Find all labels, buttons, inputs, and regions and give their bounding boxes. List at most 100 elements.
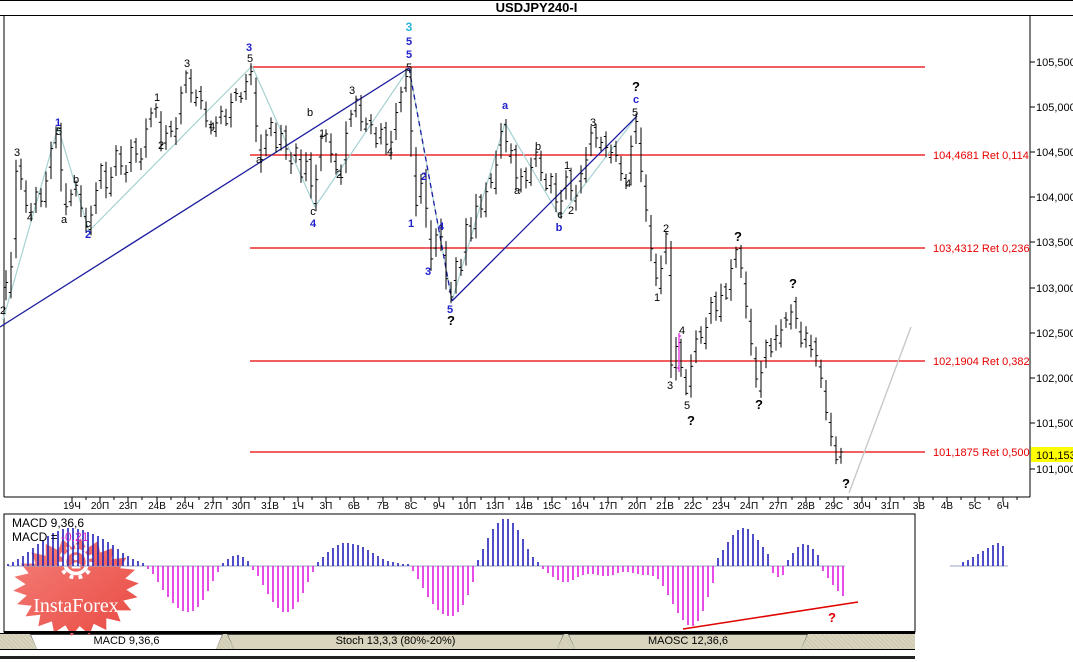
window-bottom-border bbox=[0, 656, 915, 659]
instaforex-logo: InstaForex bbox=[8, 535, 144, 639]
svg-text:b: b bbox=[556, 222, 563, 234]
svg-text:6Ч: 6Ч bbox=[997, 501, 1009, 512]
svg-text:4: 4 bbox=[438, 221, 445, 233]
svg-text:23Ч: 23Ч bbox=[712, 501, 730, 512]
svg-text:3: 3 bbox=[667, 380, 673, 392]
svg-text:2: 2 bbox=[85, 229, 91, 241]
svg-text:4: 4 bbox=[27, 212, 33, 224]
svg-text:2: 2 bbox=[568, 205, 574, 217]
macd-value: -0,21 bbox=[61, 530, 89, 544]
svg-text:5: 5 bbox=[247, 53, 253, 65]
svg-text:4: 4 bbox=[387, 146, 393, 158]
svg-text:a: a bbox=[61, 214, 68, 226]
svg-text:2: 2 bbox=[663, 223, 669, 235]
svg-text:2: 2 bbox=[0, 305, 6, 317]
svg-text:6В: 6В bbox=[348, 501, 361, 512]
svg-text:3: 3 bbox=[184, 58, 190, 70]
svg-text:?: ? bbox=[687, 413, 695, 428]
trendlines[interactable] bbox=[0, 65, 912, 494]
svg-text:1: 1 bbox=[55, 117, 61, 129]
svg-text:4В: 4В bbox=[941, 501, 954, 512]
tab-stochastic-bg bbox=[228, 635, 563, 649]
tab-stochastic-label: Stoch 13,3,3 (80%-20%) bbox=[335, 635, 456, 647]
svg-text:27П: 27П bbox=[204, 501, 222, 512]
time-axis[interactable]: 19Ч 20П 23П 24В 26Ч 27П 30П 31В 1Ч 3П 6В 7В 8С 9Ч 10П 1… bbox=[63, 497, 1018, 513]
window-top-border bbox=[0, 0, 1073, 1]
indicator-tab-strip: MACD 9,36,6 Stoch 13,3,3 (80%-20%) MAOSC… bbox=[0, 633, 915, 650]
tab-macd-bg bbox=[31, 635, 222, 649]
svg-text:1: 1 bbox=[154, 92, 160, 104]
svg-text:1: 1 bbox=[408, 218, 414, 230]
svg-text:3П: 3П bbox=[320, 501, 333, 512]
svg-text:3: 3 bbox=[14, 147, 20, 159]
svg-text:1Ч: 1Ч bbox=[292, 501, 304, 512]
svg-text:102,1904 Ret 0,382: 102,1904 Ret 0,382 bbox=[933, 356, 1030, 368]
svg-text:20П: 20П bbox=[628, 501, 646, 512]
svg-text:105,000: 105,000 bbox=[1036, 102, 1073, 114]
svg-text:5: 5 bbox=[447, 304, 453, 316]
starburst-shape bbox=[13, 538, 139, 636]
svg-text:3В: 3В bbox=[913, 501, 926, 512]
svg-text:a: a bbox=[514, 185, 521, 197]
svg-text:2: 2 bbox=[421, 171, 427, 183]
svg-text:a: a bbox=[502, 100, 509, 112]
svg-text:29С: 29С bbox=[825, 501, 843, 512]
svg-text:5: 5 bbox=[406, 49, 412, 61]
svg-text:?: ? bbox=[789, 276, 797, 291]
svg-text:c: c bbox=[557, 209, 563, 221]
svg-text:24В: 24В bbox=[148, 501, 166, 512]
svg-text:103,000: 103,000 bbox=[1036, 283, 1073, 295]
svg-text:31В: 31В bbox=[261, 501, 279, 512]
svg-text:4: 4 bbox=[679, 325, 685, 337]
svg-text:24П: 24П bbox=[740, 501, 758, 512]
svg-text:23П: 23П bbox=[119, 501, 137, 512]
tab-maosc-label: MAOSC 12,36,6 bbox=[647, 635, 729, 647]
svg-text:30Ч: 30Ч bbox=[853, 501, 871, 512]
person-head-icon bbox=[73, 554, 79, 561]
svg-text:103,4312 Ret 0,236: 103,4312 Ret 0,236 bbox=[933, 243, 1030, 255]
svg-text:17П: 17П bbox=[599, 501, 617, 512]
svg-text:101,153: 101,153 bbox=[1036, 450, 1073, 462]
chart-frame bbox=[3, 16, 1031, 633]
svg-text:c: c bbox=[633, 94, 639, 106]
svg-text:3: 3 bbox=[349, 85, 355, 97]
tab-macd[interactable]: MACD 9,36,6 bbox=[30, 634, 223, 649]
current-price-tag bbox=[1031, 447, 1073, 462]
svg-text:5: 5 bbox=[406, 36, 412, 48]
svg-text:104,4681 Ret 0,114: 104,4681 Ret 0,114 bbox=[933, 150, 1029, 162]
svg-text:5: 5 bbox=[684, 400, 690, 412]
svg-text:5: 5 bbox=[632, 107, 638, 119]
svg-text:101,500: 101,500 bbox=[1036, 418, 1073, 430]
svg-text:105,500: 105,500 bbox=[1036, 57, 1073, 69]
svg-text:5: 5 bbox=[56, 126, 62, 138]
svg-text:5: 5 bbox=[406, 62, 412, 74]
svg-text:a: a bbox=[256, 154, 263, 166]
tab-maosc[interactable]: MAOSC 12,36,6 bbox=[568, 634, 808, 649]
svg-text:15С: 15С bbox=[543, 501, 561, 512]
macd-value-line: MACD = -0,21 bbox=[12, 530, 88, 544]
macd-pane[interactable]: ? bbox=[7, 519, 1008, 630]
svg-text:22С: 22С bbox=[684, 501, 702, 512]
svg-text:14В: 14В bbox=[515, 501, 533, 512]
svg-text:31П: 31П bbox=[881, 501, 899, 512]
svg-text:2: 2 bbox=[158, 140, 164, 152]
svg-text:b: b bbox=[535, 141, 541, 153]
svg-text:101,1875 Ret 0,500: 101,1875 Ret 0,500 bbox=[933, 447, 1030, 459]
tab-stochastic[interactable]: Stoch 13,3,3 (80%-20%) bbox=[227, 634, 564, 649]
macd-value-prefix: MACD = bbox=[12, 530, 62, 544]
svg-text:103,500: 103,500 bbox=[1036, 237, 1073, 249]
title-bar: USDJPY240-I bbox=[0, 1, 1073, 16]
price-axis[interactable]: 105,500 105,000 104,500 104,000 103,500 103,0… bbox=[1030, 57, 1073, 476]
svg-text:b: b bbox=[73, 174, 79, 186]
svg-text:?: ? bbox=[842, 476, 850, 491]
svg-text:?: ? bbox=[734, 229, 742, 244]
svg-text:7В: 7В bbox=[377, 501, 390, 512]
svg-text:9Ч: 9Ч bbox=[433, 501, 445, 512]
svg-text:3: 3 bbox=[246, 42, 252, 54]
svg-text:4: 4 bbox=[209, 121, 215, 133]
logo-text: InstaForex bbox=[33, 595, 119, 617]
macd-params-label: MACD 9,36,6 bbox=[12, 516, 85, 530]
svg-text:102,500: 102,500 bbox=[1036, 328, 1073, 340]
svg-text:13П: 13П bbox=[486, 501, 504, 512]
